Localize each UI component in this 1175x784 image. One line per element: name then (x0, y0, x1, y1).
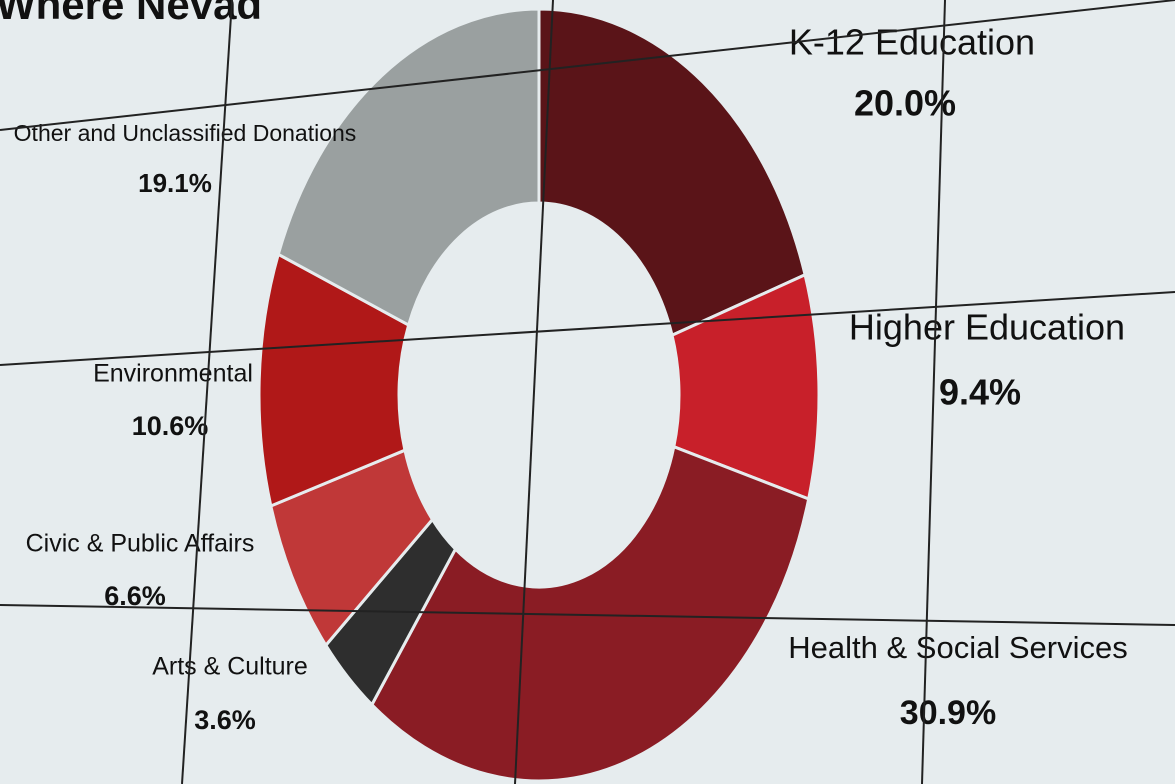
value-label: 3.6% (194, 705, 256, 735)
chart-title: Where Nevad (0, 0, 262, 28)
category-label: Arts & Culture (152, 653, 308, 681)
value-label: 9.4% (939, 372, 1021, 413)
category-label: K-12 Education (789, 22, 1035, 63)
category-label: Civic & Public Affairs (26, 530, 255, 558)
value-label: 19.1% (138, 168, 212, 198)
category-label: Health & Social Services (788, 630, 1127, 665)
category-label: Environmental (93, 360, 253, 388)
chart: Where Nevad K-12 Education20.0%Higher Ed… (0, 0, 1175, 784)
value-label: 10.6% (132, 411, 209, 441)
value-label: 30.9% (900, 694, 996, 732)
category-label: Higher Education (849, 307, 1125, 348)
category-label: Other and Unclassified Donations (14, 120, 357, 146)
